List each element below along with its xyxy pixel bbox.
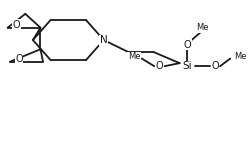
Text: O: O <box>155 61 163 71</box>
Text: Me: Me <box>195 23 208 32</box>
Text: N: N <box>100 35 107 45</box>
Text: O: O <box>13 20 20 30</box>
Text: Me: Me <box>127 53 140 61</box>
Text: Si: Si <box>182 61 191 71</box>
Text: O: O <box>210 61 218 71</box>
Text: O: O <box>183 40 190 50</box>
Text: O: O <box>15 54 23 63</box>
Text: Me: Me <box>233 53 246 61</box>
